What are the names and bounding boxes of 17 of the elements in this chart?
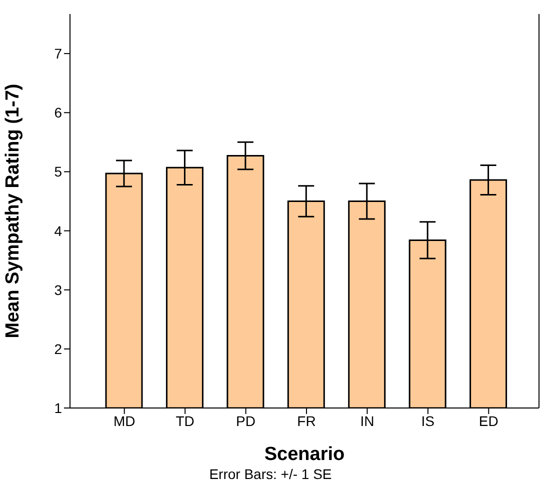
- x-tick-label: MD: [113, 412, 136, 429]
- x-tick-label: PD: [236, 412, 256, 429]
- x-tick-label: ED: [478, 412, 498, 429]
- x-tick-label: IS: [421, 412, 435, 429]
- x-tick-label: IN: [360, 412, 374, 429]
- y-tick-label: 7: [54, 46, 62, 62]
- y-tick-label: 2: [54, 340, 62, 357]
- y-tick-label: 5: [54, 164, 62, 180]
- x-tick-label: FR: [297, 412, 316, 429]
- y-tick-label: 3: [54, 282, 62, 298]
- x-tick-label: TD: [176, 412, 194, 429]
- y-axis-title: Mean Sympathy Rating (1-7): [2, 84, 24, 338]
- y-tick-label: 1: [54, 400, 62, 416]
- text: Error Bars: +/- 1 SE: [208, 466, 333, 482]
- y-tick-label: 6: [54, 104, 62, 121]
- y-tick-label: 4: [54, 222, 62, 239]
- x-axis-title: Scenario: [264, 444, 345, 465]
